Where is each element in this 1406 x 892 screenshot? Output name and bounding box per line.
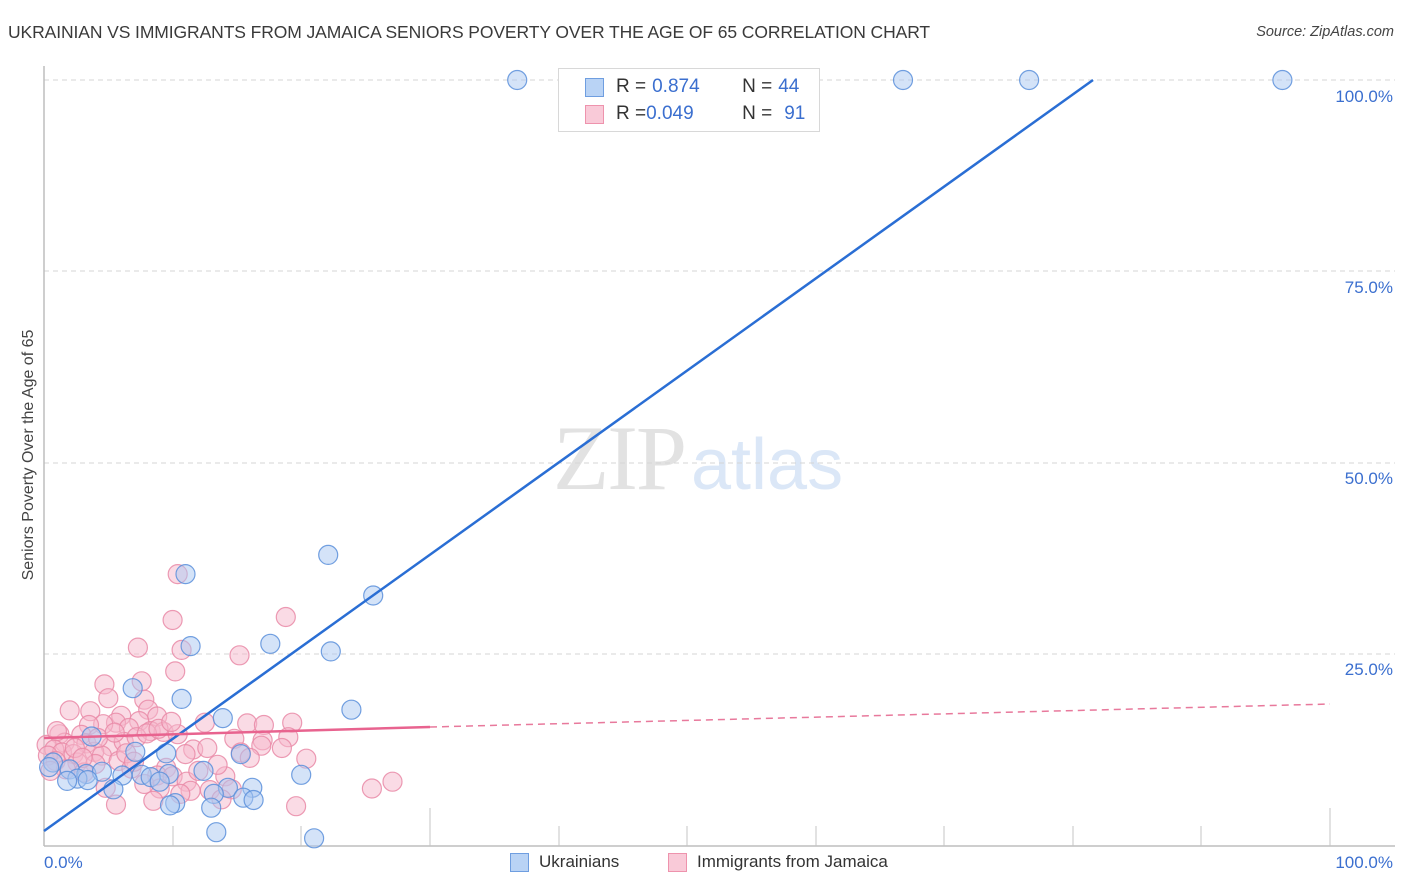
legend-label: Ukrainians bbox=[539, 852, 620, 871]
data-point bbox=[230, 743, 251, 765]
jamaica-trendline-dashed bbox=[429, 703, 1331, 728]
r-value: 0.874 bbox=[652, 76, 700, 97]
legend-item-ukrainians[interactable]: Ukrainians bbox=[510, 852, 619, 872]
data-point bbox=[318, 544, 339, 566]
data-point bbox=[320, 641, 341, 662]
data-point bbox=[1272, 69, 1293, 91]
blue-swatch-icon bbox=[510, 852, 529, 872]
data-point bbox=[243, 789, 264, 811]
y-tick-50: 50.0% bbox=[1344, 469, 1393, 488]
data-point bbox=[156, 743, 177, 764]
trendlines bbox=[43, 78, 1331, 833]
ukrainian-points bbox=[38, 69, 1293, 849]
data-point bbox=[171, 688, 192, 710]
n-label: N = bbox=[742, 76, 773, 97]
data-point bbox=[38, 756, 60, 778]
ukrainian-trendline bbox=[43, 78, 1094, 833]
x-tick-100: 100.0% bbox=[1335, 853, 1393, 872]
r-label: R = bbox=[616, 103, 647, 124]
data-point bbox=[206, 822, 227, 843]
data-point bbox=[127, 637, 148, 658]
data-point bbox=[125, 741, 146, 762]
data-point bbox=[197, 737, 218, 759]
axes bbox=[43, 66, 1395, 847]
n-value: 44 bbox=[778, 76, 800, 97]
data-point bbox=[56, 770, 78, 792]
data-point bbox=[143, 790, 164, 811]
r-value: 0.049 bbox=[646, 103, 694, 124]
data-point bbox=[180, 635, 201, 657]
y-axis-label: Seniors Poverty Over the Age of 65 bbox=[20, 329, 37, 581]
source-credit: Source: ZipAtlas.com bbox=[1256, 24, 1394, 40]
gridlines bbox=[44, 79, 1395, 655]
y-tick-100: 100.0% bbox=[1335, 87, 1393, 106]
data-point bbox=[161, 711, 182, 733]
data-point bbox=[46, 720, 68, 742]
data-point bbox=[104, 722, 125, 743]
x-tick-0: 0.0% bbox=[44, 853, 83, 872]
data-point bbox=[159, 795, 181, 816]
stats-legend: R = 0.874 N = 44 R = 0.049 N = 91 bbox=[558, 68, 820, 132]
x-tick-marks bbox=[172, 808, 1331, 846]
data-point bbox=[361, 778, 382, 799]
data-point bbox=[382, 771, 403, 792]
data-point bbox=[260, 633, 281, 654]
data-point bbox=[162, 609, 183, 631]
data-point bbox=[237, 713, 258, 734]
legend-row-ukrainians: R = 0.874 N = 44 bbox=[585, 75, 799, 99]
blue-swatch-icon bbox=[585, 77, 604, 97]
data-point bbox=[304, 828, 325, 849]
data-point bbox=[165, 661, 186, 682]
chart-title: UKRAINIAN VS IMMIGRANTS FROM JAMAICA SEN… bbox=[8, 22, 931, 42]
y-tick-75: 75.0% bbox=[1344, 278, 1393, 297]
data-point bbox=[212, 707, 233, 729]
legend-row-jamaica: R = 0.049 N = 91 bbox=[585, 102, 805, 126]
data-point bbox=[122, 678, 143, 699]
legend-label: Immigrants from Jamaica bbox=[697, 852, 888, 871]
data-point bbox=[175, 563, 196, 585]
n-label: N = bbox=[742, 103, 773, 124]
data-point bbox=[229, 645, 250, 666]
watermark-atlas: atlas bbox=[691, 425, 844, 505]
legend-item-jamaica[interactable]: Immigrants from Jamaica bbox=[668, 852, 888, 872]
data-point bbox=[98, 688, 119, 709]
watermark-zip: ZIP bbox=[553, 407, 687, 509]
pink-swatch-icon bbox=[668, 852, 687, 872]
pink-swatch-icon bbox=[585, 104, 604, 124]
y-tick-25: 25.0% bbox=[1344, 660, 1393, 679]
series-legend: Ukrainians Immigrants from Jamaica bbox=[0, 852, 1406, 878]
data-point bbox=[286, 796, 307, 817]
data-point bbox=[77, 769, 98, 791]
data-point bbox=[1018, 69, 1040, 91]
data-point bbox=[507, 69, 528, 91]
n-value: 91 bbox=[784, 103, 806, 124]
data-point bbox=[275, 606, 296, 628]
data-point bbox=[193, 760, 214, 782]
data-point bbox=[892, 69, 914, 91]
data-point bbox=[341, 699, 362, 720]
data-point bbox=[271, 737, 292, 759]
r-label: R = bbox=[616, 76, 647, 97]
data-point bbox=[175, 743, 196, 765]
data-point bbox=[59, 700, 80, 721]
data-point bbox=[201, 797, 222, 818]
zipatlas-watermark: ZIPatlas bbox=[553, 405, 843, 511]
data-point bbox=[291, 764, 312, 785]
data-point bbox=[149, 771, 170, 792]
jamaica-trendline-solid bbox=[43, 725, 431, 740]
